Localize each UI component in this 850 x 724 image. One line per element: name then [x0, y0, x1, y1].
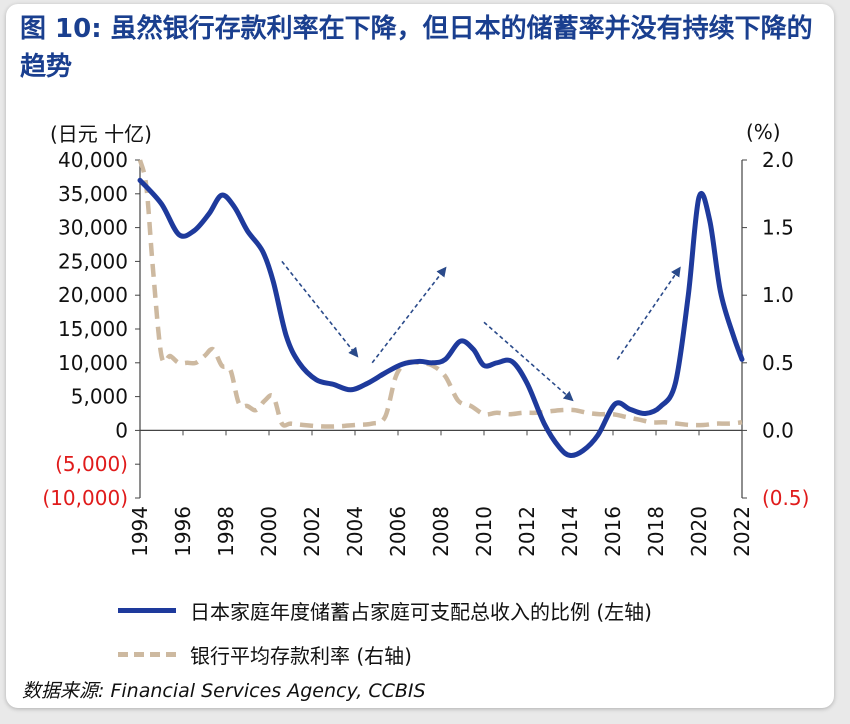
x-tick-label: 2008: [429, 506, 453, 557]
series-line-bank-deposit-rate: [137, 159, 743, 429]
x-tick-label: 1996: [171, 506, 195, 557]
right-tick-label: 1.5: [762, 216, 794, 240]
x-tick-label: 2022: [730, 506, 754, 557]
x-tick-label: 2014: [558, 506, 582, 557]
right-tick-label: 0.5: [762, 351, 794, 375]
legend-swatch-dashed: [118, 651, 176, 657]
x-tick-label: 2006: [386, 506, 410, 557]
source-note: 数据来源: Financial Services Agency, CCBIS: [22, 676, 426, 703]
right-tick-label: 1.0: [762, 283, 794, 307]
left-axis-unit-label: (日元 十亿): [50, 122, 152, 146]
chart-card: [6, 4, 834, 708]
legend: 日本家庭年度储蓄占家庭可支配总收入的比例 (左轴) 银行平均存款利率 (右轴): [118, 588, 652, 676]
left-tick-label: 30,000: [58, 216, 128, 240]
chart-title: 图 10: 虽然银行存款利率在下降，但日本的储蓄率并没有持续下降的趋势: [20, 14, 813, 82]
trend-arrow-up: [616, 266, 681, 360]
left-tick-label: 40,000: [58, 148, 128, 172]
left-tick-label: 25,000: [58, 249, 128, 273]
left-tick-label: 0: [115, 418, 128, 442]
x-tick-label: 2010: [472, 506, 496, 557]
left-tick-label: (5,000): [55, 452, 128, 476]
left-tick-label: 20,000: [58, 283, 128, 307]
legend-label-rate: 银行平均存款利率 (右轴): [190, 643, 412, 668]
right-axis-unit-label: (%): [746, 120, 781, 144]
left-tick-label: 35,000: [58, 182, 128, 206]
trend-arrow-down: [483, 321, 574, 402]
x-tick-label: 2002: [300, 506, 324, 557]
source-text: : Financial Services Agency, CCBIS: [98, 680, 426, 702]
x-tick-label: 2000: [257, 506, 281, 557]
left-tick-label: 5,000: [71, 385, 128, 409]
x-tick-label: 2012: [515, 506, 539, 557]
legend-item-rate: 银行平均存款利率 (右轴): [118, 632, 652, 676]
left-tick-label: (10,000): [42, 486, 128, 510]
right-tick-label: 0.0: [762, 418, 794, 442]
left-tick-label: 10,000: [58, 351, 128, 375]
source-label: 数据来源: [22, 680, 99, 702]
series-line-household-savings: [137, 177, 745, 459]
right-tick-label: (0.5): [762, 486, 809, 510]
x-tick-label: 2004: [343, 506, 367, 557]
left-tick-label: 15,000: [58, 317, 128, 341]
x-tick-label: 1994: [128, 506, 152, 557]
x-tick-label: 2020: [687, 506, 711, 557]
x-tick-label: 2016: [601, 506, 625, 557]
legend-swatch-solid: [118, 607, 176, 613]
trend-arrow-up: [371, 266, 447, 364]
x-tick-label: 2018: [644, 506, 668, 557]
x-tick-label: 1998: [214, 506, 238, 557]
trend-arrow-down: [281, 260, 359, 358]
right-tick-label: 2.0: [762, 148, 794, 172]
legend-label-savings: 日本家庭年度储蓄占家庭可支配总收入的比例 (左轴): [190, 599, 652, 624]
legend-item-savings: 日本家庭年度储蓄占家庭可支配总收入的比例 (左轴): [118, 588, 652, 632]
